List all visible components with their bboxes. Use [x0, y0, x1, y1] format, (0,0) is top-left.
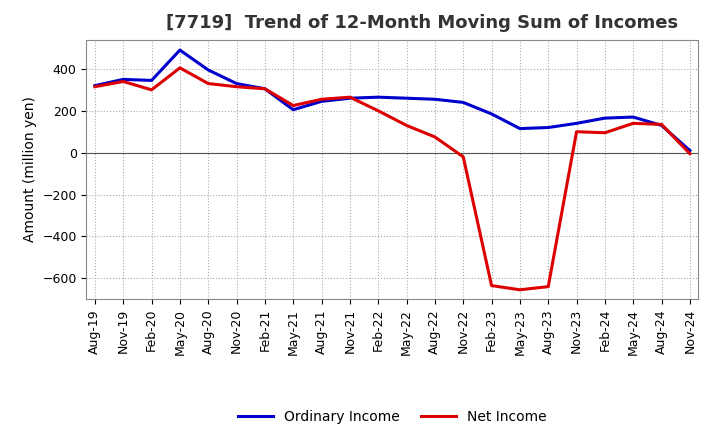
Ordinary Income	[572, 121, 581, 126]
Line: Net Income: Net Income	[95, 68, 690, 290]
Ordinary Income	[600, 115, 609, 121]
Ordinary Income	[119, 77, 127, 82]
Ordinary Income	[516, 126, 524, 131]
Net Income	[516, 287, 524, 293]
Net Income	[657, 122, 666, 127]
Ordinary Income	[657, 123, 666, 128]
Net Income	[289, 103, 297, 108]
Ordinary Income	[148, 78, 156, 83]
Ordinary Income	[487, 111, 496, 117]
Net Income	[459, 154, 467, 159]
Legend: Ordinary Income, Net Income: Ordinary Income, Net Income	[233, 405, 552, 430]
Net Income	[261, 86, 269, 92]
Text: [7719]  Trend of 12-Month Moving Sum of Incomes: [7719] Trend of 12-Month Moving Sum of I…	[166, 15, 678, 33]
Net Income	[374, 108, 382, 114]
Ordinary Income	[685, 148, 694, 153]
Line: Ordinary Income: Ordinary Income	[95, 50, 690, 150]
Ordinary Income	[629, 114, 637, 120]
Ordinary Income	[176, 48, 184, 53]
Ordinary Income	[233, 81, 241, 86]
Net Income	[148, 87, 156, 92]
Net Income	[487, 283, 496, 288]
Net Income	[91, 84, 99, 89]
Net Income	[600, 130, 609, 136]
Ordinary Income	[346, 95, 354, 101]
Ordinary Income	[289, 107, 297, 112]
Ordinary Income	[459, 100, 467, 105]
Ordinary Income	[204, 67, 212, 73]
Ordinary Income	[91, 83, 99, 88]
Net Income	[431, 134, 439, 139]
Net Income	[402, 123, 411, 128]
Net Income	[572, 129, 581, 134]
Ordinary Income	[261, 86, 269, 92]
Net Income	[685, 151, 694, 156]
Net Income	[346, 95, 354, 100]
Net Income	[119, 79, 127, 84]
Net Income	[204, 81, 212, 86]
Ordinary Income	[402, 95, 411, 101]
Net Income	[544, 284, 552, 289]
Net Income	[629, 121, 637, 126]
Net Income	[176, 65, 184, 70]
Ordinary Income	[431, 97, 439, 102]
Net Income	[318, 97, 326, 102]
Ordinary Income	[374, 95, 382, 100]
Ordinary Income	[544, 125, 552, 130]
Ordinary Income	[318, 99, 326, 104]
Net Income	[233, 84, 241, 89]
Y-axis label: Amount (million yen): Amount (million yen)	[23, 96, 37, 242]
